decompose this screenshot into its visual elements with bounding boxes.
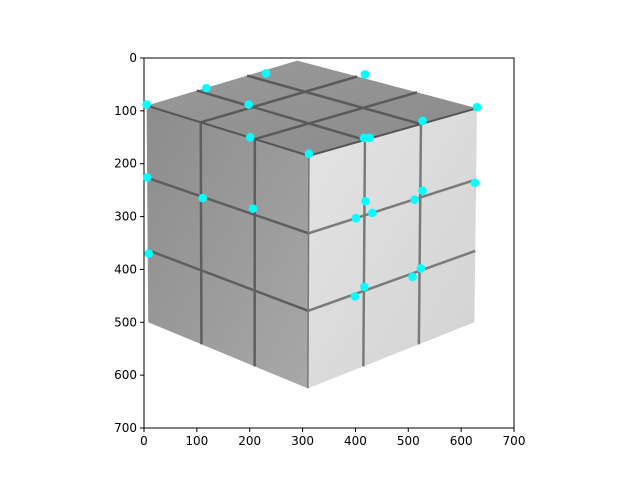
scatter-point [472, 102, 482, 112]
cube-top-grid-line [246, 74, 422, 126]
scatter-point [202, 83, 211, 93]
scatter-point [198, 193, 207, 203]
x-tick-label: 100 [185, 434, 208, 448]
scatter-point [144, 249, 154, 258]
axes-frame [143, 57, 515, 429]
y-tick-label: 400 [114, 262, 137, 276]
cube-left-grid-line [146, 176, 309, 235]
scatter-point [244, 100, 253, 109]
scatter-point [470, 178, 480, 188]
scatter-point [245, 132, 255, 142]
x-tick-label: 500 [397, 434, 420, 448]
x-tick-label: 200 [238, 434, 261, 448]
scatter-point [360, 70, 370, 79]
scatter-point [350, 292, 360, 301]
scatter-point [410, 195, 419, 204]
scatter-point [368, 208, 377, 218]
y-tick-label: 300 [114, 210, 137, 224]
scatter-point [248, 204, 258, 213]
cube-top-grid-line [196, 89, 366, 142]
scatter-points [142, 69, 482, 301]
scatter-point [416, 264, 426, 273]
y-tick-label: 700 [114, 421, 137, 435]
scatter-point [360, 282, 369, 292]
x-tick-label: 0 [140, 434, 148, 448]
cube-right-grid-line [307, 249, 476, 313]
cube-right-grid-line [362, 139, 367, 367]
cube-left-grid-line [147, 248, 309, 313]
scatter-point [351, 213, 361, 223]
cube-top-face [146, 60, 477, 156]
rubiks-cube-image [146, 60, 478, 389]
y-tick-label: 0 [129, 51, 137, 65]
scatter-point [304, 149, 314, 158]
y-tick-label: 200 [114, 157, 137, 171]
scatter-point [142, 173, 152, 182]
scatter-point [365, 133, 375, 143]
x-tick-label: 300 [291, 434, 314, 448]
scatter-point [142, 100, 151, 109]
x-tick-label: 700 [503, 434, 526, 448]
y-tick-label: 600 [114, 368, 137, 382]
scatter-point [408, 272, 417, 282]
cube-top-grid-line [200, 75, 358, 124]
cube-left-grid-line [199, 122, 203, 345]
scatter-point [418, 116, 427, 126]
scatter-point [261, 69, 271, 78]
axis-ticks: 0 100 200 300 400 500 600 700010020030040050060… [114, 51, 525, 448]
cube-edge [307, 155, 310, 389]
cube-right-grid-line [308, 178, 477, 235]
x-tick-label: 600 [450, 434, 473, 448]
x-tick-label: 400 [344, 434, 367, 448]
y-tick-label: 100 [114, 104, 137, 118]
cube-right-face [307, 108, 477, 389]
cube-right-grid-line [417, 124, 423, 345]
y-tick-label: 500 [114, 315, 137, 329]
scatter-point [361, 196, 370, 206]
cube-left-face [146, 105, 309, 389]
scatter-point [418, 186, 427, 195]
cube-top-grid-line [254, 91, 418, 141]
